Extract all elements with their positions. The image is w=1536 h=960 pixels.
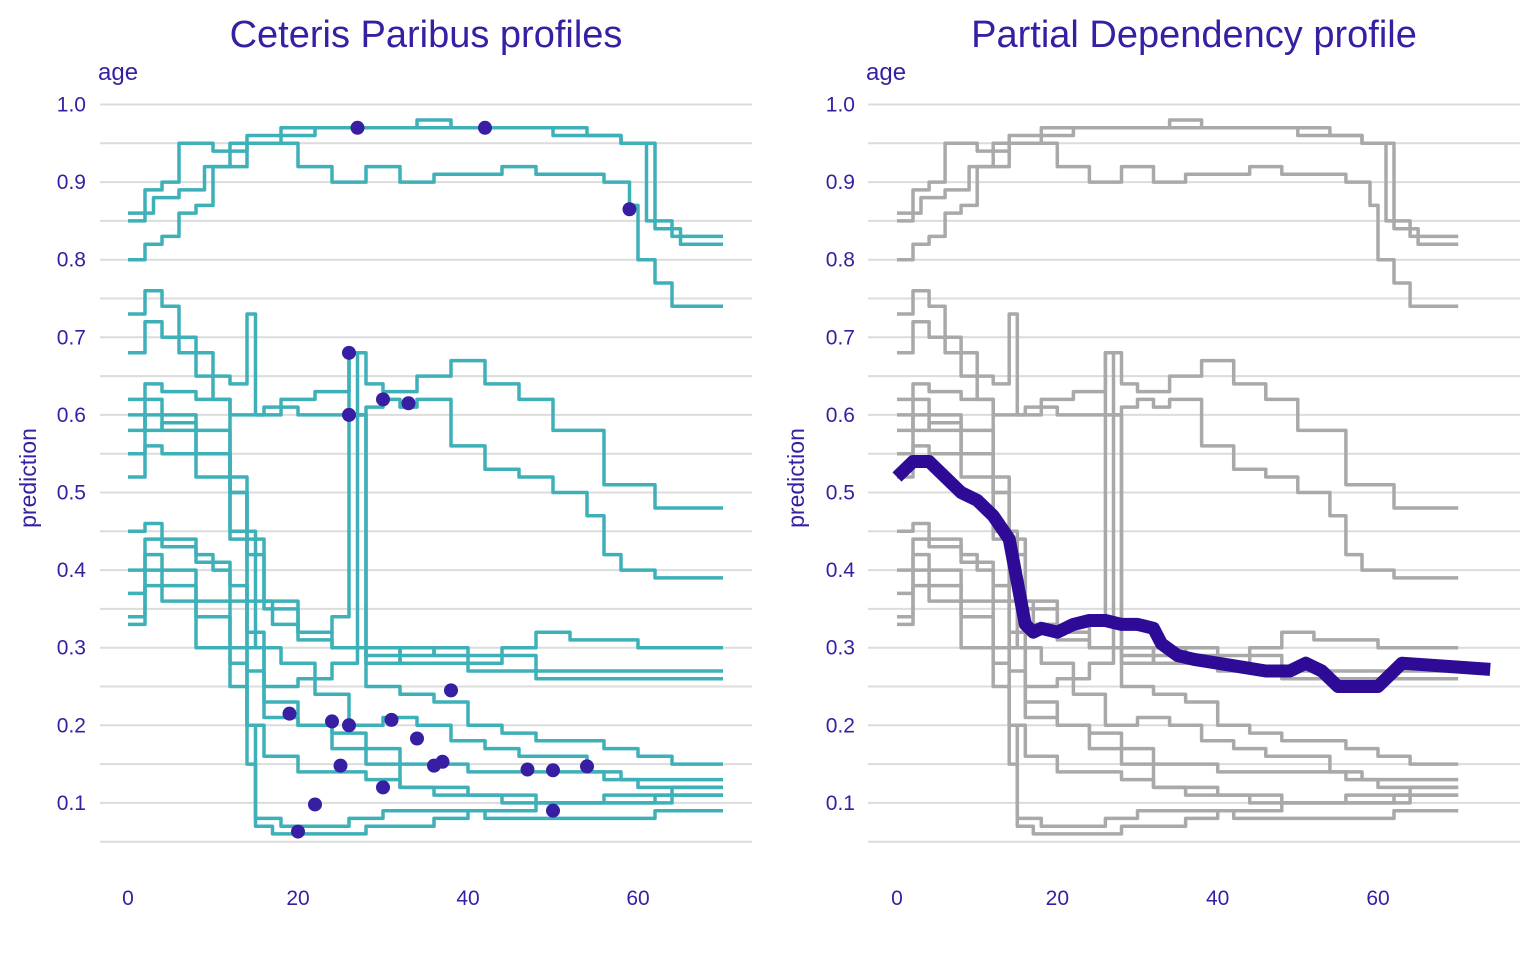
facet-label: age [98,59,138,86]
y-tick-labels: 0.1 0.2 0.3 0.4 0.5 0.6 0.7 0.8 0.9 1.0 [57,94,87,815]
cp-profile-line [128,444,723,782]
y-tick-label: 0.2 [57,714,86,737]
y-tick-label: 0.6 [826,404,855,427]
x-tick-label: 0 [891,887,903,910]
observation-point [444,683,458,698]
background-profile-line [897,413,1459,673]
y-tick-label: 0.8 [57,249,86,272]
background-profile-line [897,288,1459,658]
observation-point [376,780,390,795]
cp-profile-line [128,583,723,836]
cp-profile-line [128,141,723,309]
chart-title: Ceteris Paribus profiles [230,14,623,56]
observation-point [342,407,356,422]
cp-profile-line [128,312,723,510]
x-tick-label: 0 [122,887,134,910]
y-tick-label: 0.3 [57,637,86,660]
y-tick-label: 0.8 [826,249,855,272]
y-tick-label: 1.0 [57,94,86,117]
observation-point [622,202,637,217]
cp-profile-line [128,552,723,828]
background-profile-line [897,552,1459,828]
x-tick-labels: 0 20 40 60 [891,887,1390,910]
observation-point [342,345,356,360]
y-axis-label: prediction [783,428,809,528]
observation-point [401,396,416,411]
gridlines [868,103,1520,843]
y-tick-label: 0.9 [826,171,855,194]
observation-points [282,120,637,839]
y-tick-label: 0.9 [57,171,86,194]
facet-label: age [866,59,906,86]
background-profile-line [897,312,1459,510]
background-profile-line [897,141,1459,309]
x-tick-label: 60 [1366,887,1389,910]
y-tick-label: 0.1 [57,792,86,815]
background-profile-line [897,444,1459,782]
observation-point [350,120,365,135]
y-tick-label: 0.2 [826,714,855,737]
y-tick-label: 0.4 [826,559,856,582]
observation-point [478,120,492,135]
y-tick-label: 0.5 [826,482,855,505]
observation-point [410,731,424,746]
y-tick-label: 0.4 [57,559,87,582]
background-profiles [897,118,1459,836]
observation-point [435,754,450,769]
background-profile-line [897,568,1459,805]
observation-point [282,706,297,721]
pd-line [892,455,1491,693]
x-tick-labels: 0 20 40 60 [122,887,650,910]
x-tick-label: 20 [286,887,309,910]
observation-point [384,712,399,727]
x-tick-label: 40 [456,887,479,910]
observation-point [580,759,594,774]
background-profile-line [897,583,1459,836]
cp-profile-line [128,382,723,580]
profile-lines [128,118,723,836]
background-profile-line [897,382,1459,580]
y-axis-label: prediction [15,428,41,528]
panel-ceteris-paribus: Ceteris Paribus profiles age prediction … [15,14,752,910]
observation-point [546,763,560,778]
pd-profile-line [892,455,1491,693]
observation-point [546,803,560,818]
chart-title: Partial Dependency profile [971,14,1417,56]
y-tick-label: 0.5 [57,482,86,505]
cp-profile-line [128,397,723,766]
observation-point [333,758,348,773]
y-tick-label: 0.7 [826,326,855,349]
observation-point [520,762,535,777]
observation-point [308,797,322,812]
panel-partial-dependency: Partial Dependency profile age predictio… [783,14,1520,910]
observation-point [291,824,305,839]
cp-profile-line [128,118,723,262]
x-tick-label: 40 [1206,887,1229,910]
y-tick-label: 0.7 [57,326,86,349]
y-tick-labels: 0.1 0.2 0.3 0.4 0.5 0.6 0.7 0.8 0.9 1.0 [826,94,856,815]
y-tick-label: 0.3 [826,637,855,660]
observation-point [342,718,356,733]
x-tick-label: 60 [626,887,649,910]
y-tick-label: 0.1 [826,792,855,815]
observation-point [376,392,390,407]
x-tick-label: 20 [1046,887,1069,910]
cp-profile-line [128,413,723,673]
background-profile-line [897,118,1459,262]
cp-profile-line [128,568,723,805]
background-profile-line [897,397,1459,766]
y-tick-label: 0.6 [57,404,86,427]
observation-point [325,714,339,729]
y-tick-label: 1.0 [826,94,855,117]
